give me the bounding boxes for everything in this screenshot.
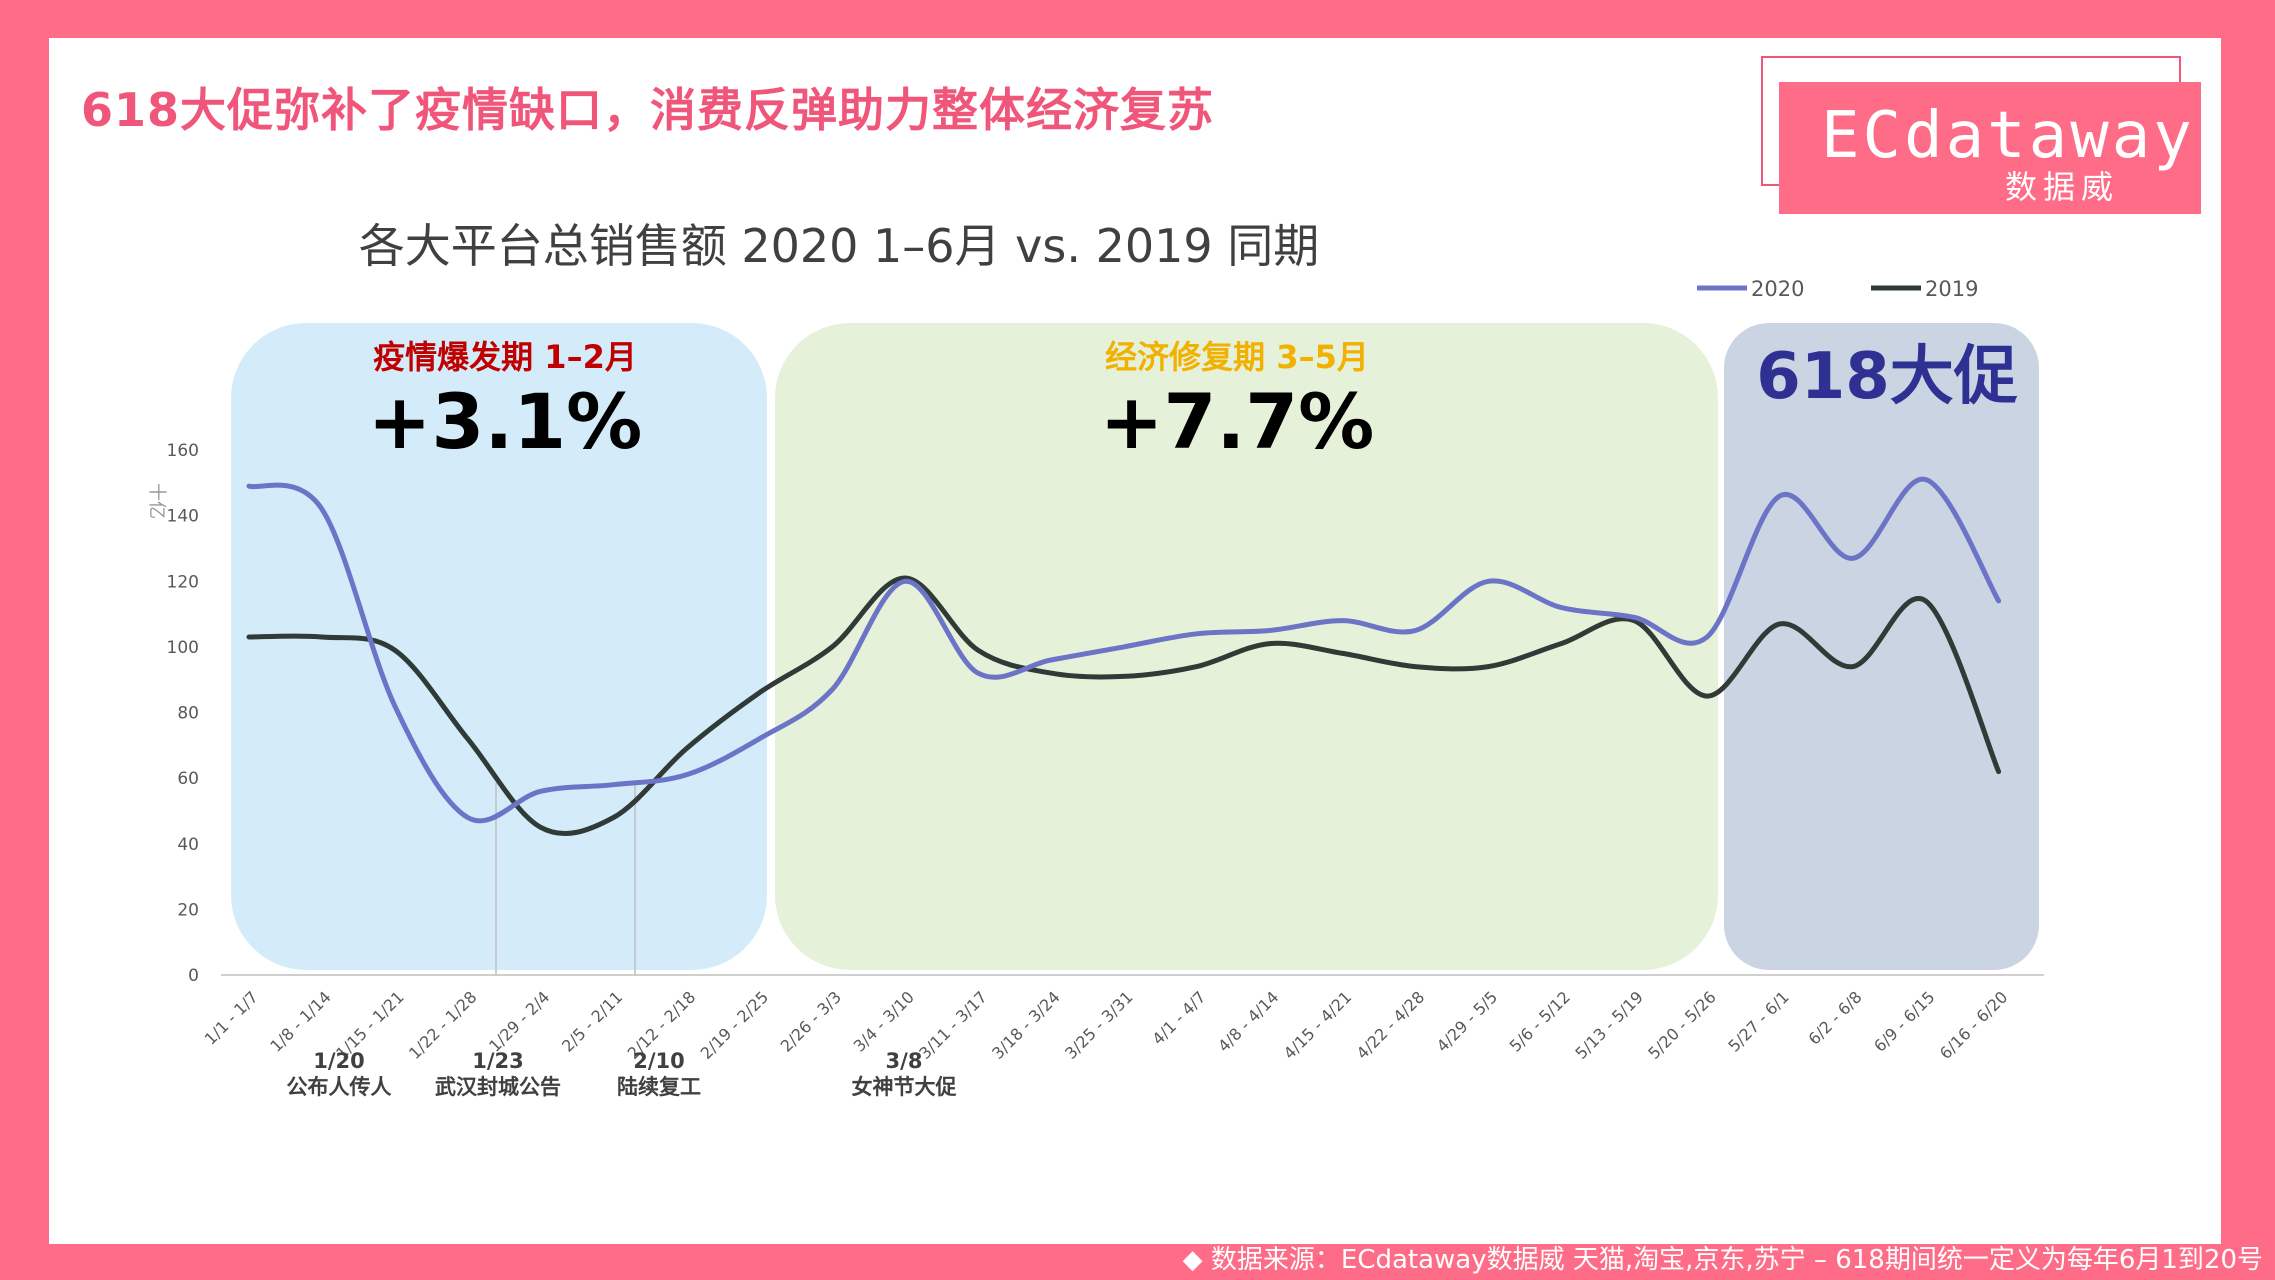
series-line-2020 [246,476,2002,824]
legend-label-2020: 2020 [1751,277,1804,301]
x-tick-label: 3/18 - 3/24 [988,987,1064,1063]
y-tick-label: 100 [167,638,199,658]
annotation-date: 2/10 [633,1049,685,1073]
x-tick-label: 1/22 - 1/28 [405,987,481,1063]
period-label-618: 618大促 [1756,340,2018,414]
x-tick-label: 2/19 - 2/25 [697,987,773,1063]
period-label-outbreak: 疫情爆发期 1–2月 [373,338,637,376]
period-value-recovery: +7.7% [1100,377,1374,466]
y-tick-label: 120 [167,572,199,592]
y-tick-label: 40 [177,835,199,855]
legend: 2020 2019 [1697,277,1978,301]
annotation-text: 女神节大促 [852,1075,958,1099]
x-tick-label: 3/25 - 3/31 [1061,987,1137,1063]
logo: ECdataway 数据威 [1779,82,2201,214]
x-tick-label: 4/29 - 5/5 [1433,987,1501,1055]
annotation-date: 3/8 [886,1049,923,1073]
x-tick-label: 5/6 - 5/12 [1506,987,1574,1055]
x-tick-label: 5/27 - 6/1 [1724,987,1792,1055]
y-ticks: 0 20 40 60 80 100 120 140 160 [167,441,199,986]
x-tick-label: 1/1 - 1/7 [201,987,262,1048]
x-tick-label: 4/8 - 4/14 [1214,987,1282,1055]
period-value-outbreak: +3.1% [368,377,642,466]
x-tick-label: 4/15 - 4/21 [1280,987,1356,1063]
x-tick-label: 1/29 - 2/4 [485,987,553,1055]
x-tick-label: 2/5 - 2/11 [558,987,626,1055]
x-tick-label: 4/1 - 4/7 [1148,987,1209,1048]
series-lines [246,476,2002,836]
x-tick-label: 4/22 - 4/28 [1353,987,1429,1063]
x-tick-label: 6/2 - 6/8 [1804,987,1865,1048]
x-tick-label: 1/8 - 1/14 [266,987,334,1055]
annotation-date: 1/23 [472,1049,524,1073]
x-tick-label: 2/26 - 3/3 [777,987,845,1055]
period-label-recovery: 经济修复期 3–5月 [1105,338,1369,376]
y-tick-label: 80 [177,704,199,724]
x-tick-label: 5/13 - 5/19 [1571,987,1647,1063]
page-title: 618大促弥补了疫情缺口，消费反弹助力整体经济复苏 [81,83,1215,137]
y-axis-label: 十亿 [146,483,167,519]
x-tick-label: 6/16 - 6/20 [1936,987,2012,1063]
annotation-text: 陆续复工 [617,1075,701,1099]
period-bg-outbreak [231,323,767,970]
slide: 618大促弥补了疫情缺口，消费反弹助力整体经济复苏 ECdataway 数据威 … [49,38,2221,1244]
legend-label-2019: 2019 [1925,277,1978,301]
series-line-2019 [246,575,2002,836]
y-tick-label: 160 [167,441,199,461]
x-tick-label: 6/9 - 6/15 [1870,987,1938,1055]
period-bg-618 [1724,323,2039,970]
logo-subtitle: 数据威 [2004,168,2119,206]
annotation-text: 武汉封城公告 [435,1075,561,1099]
x-tick-label: 5/20 - 5/26 [1644,987,1720,1063]
annotation-date: 1/20 [313,1049,365,1073]
y-tick-label: 20 [177,900,199,920]
y-tick-label: 0 [188,966,199,986]
footer-source: ◆ 数据来源：ECdataway数据威 天猫,淘宝,京东,苏宁 – 618期间统… [1182,1245,2263,1275]
y-tick-label: 60 [177,769,199,789]
logo-name: ECdataway [1821,99,2195,173]
chart-title: 各大平台总销售额 2020 1–6月 vs. 2019 同期 [358,219,1320,273]
x-tick-label: 3/4 - 3/10 [850,987,918,1055]
y-tick-label: 140 [167,507,199,527]
annotation-text: 公布人传人 [287,1075,392,1099]
x-tick-label: 3/11 - 3/17 [915,987,991,1063]
chart: 疫情爆发期 1–2月 +3.1% 经济修复期 3–5月 +7.7% 618大促 … [146,277,2044,1099]
